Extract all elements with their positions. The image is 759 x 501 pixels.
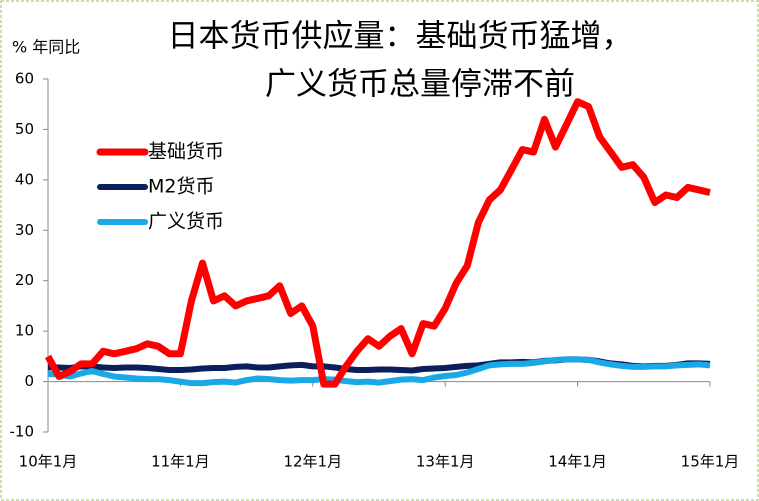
x-tick-label: 11年1月 xyxy=(151,453,210,471)
y-tick-label: 30 xyxy=(15,221,34,239)
x-tick-label: 13年1月 xyxy=(416,453,475,471)
y-axis-label: % 年同比 xyxy=(12,38,80,57)
series-line xyxy=(47,356,711,387)
y-tick-label: 0 xyxy=(24,372,34,390)
legend-label: 基础货币 xyxy=(148,141,224,163)
x-tick-label: 10年1月 xyxy=(19,453,78,471)
y-tick-label: 50 xyxy=(15,120,34,138)
chart-title: 广义货币总量停滞不前 xyxy=(265,67,575,103)
y-tick-label: 10 xyxy=(15,322,34,340)
series-line xyxy=(44,98,711,388)
x-tick-label: 15年1月 xyxy=(681,453,740,471)
legend-label: M2货币 xyxy=(148,176,214,198)
x-tick-label: 12年1月 xyxy=(283,453,342,471)
y-tick-label: -10 xyxy=(10,423,35,441)
x-tick-label: 14年1月 xyxy=(548,453,607,471)
y-tick-label: 20 xyxy=(15,271,34,289)
chart-title: 日本货币供应量：基础货币猛增， xyxy=(168,19,633,55)
legend-label: 广义货币 xyxy=(148,211,224,233)
y-tick-label: 60 xyxy=(15,70,34,88)
y-tick-label: 40 xyxy=(15,170,34,188)
